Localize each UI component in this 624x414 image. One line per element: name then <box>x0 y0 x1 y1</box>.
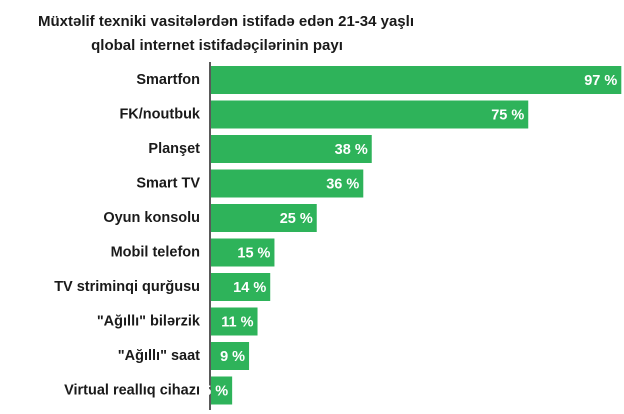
bar <box>211 204 317 232</box>
category-label: FK/noutbuk <box>119 106 200 122</box>
value-label: 9 % <box>220 349 245 365</box>
bar <box>211 342 250 370</box>
value-label: 75 % <box>491 107 524 123</box>
value-label: 38 % <box>335 142 368 158</box>
value-label: 25 % <box>280 211 313 227</box>
category-label: Planşet <box>148 141 200 157</box>
bar <box>211 100 529 129</box>
value-label: 11 % <box>221 314 253 330</box>
bar <box>211 376 233 405</box>
category-label: Virtual reallıq cihazı <box>64 382 200 398</box>
bar <box>211 307 258 336</box>
category-label: TV striminqi qurğusu <box>54 279 200 295</box>
category-label: Mobil telefon <box>111 244 200 260</box>
category-label: "Ağıllı" saat <box>118 348 200 364</box>
value-label: 5 % <box>203 383 228 399</box>
category-label: Smart TV <box>136 175 200 191</box>
bar <box>211 273 271 301</box>
value-label: 97 % <box>584 73 617 89</box>
bar <box>211 169 364 198</box>
category-label: Oyun konsolu <box>103 210 200 226</box>
bar <box>211 66 622 94</box>
value-label: 36 % <box>326 176 359 192</box>
bar <box>211 135 372 163</box>
category-label: "Ağıllı" bilərzik <box>97 313 201 329</box>
value-label: 15 % <box>237 245 270 261</box>
value-label: 14 % <box>233 280 266 296</box>
chart-title: Müxtəlif texniki vasitələrdən istifadə e… <box>38 13 414 30</box>
category-label: Smartfon <box>136 72 200 88</box>
bar <box>211 238 275 267</box>
chart-title: qlobal internet istifadəçilərinin payı <box>91 37 343 54</box>
